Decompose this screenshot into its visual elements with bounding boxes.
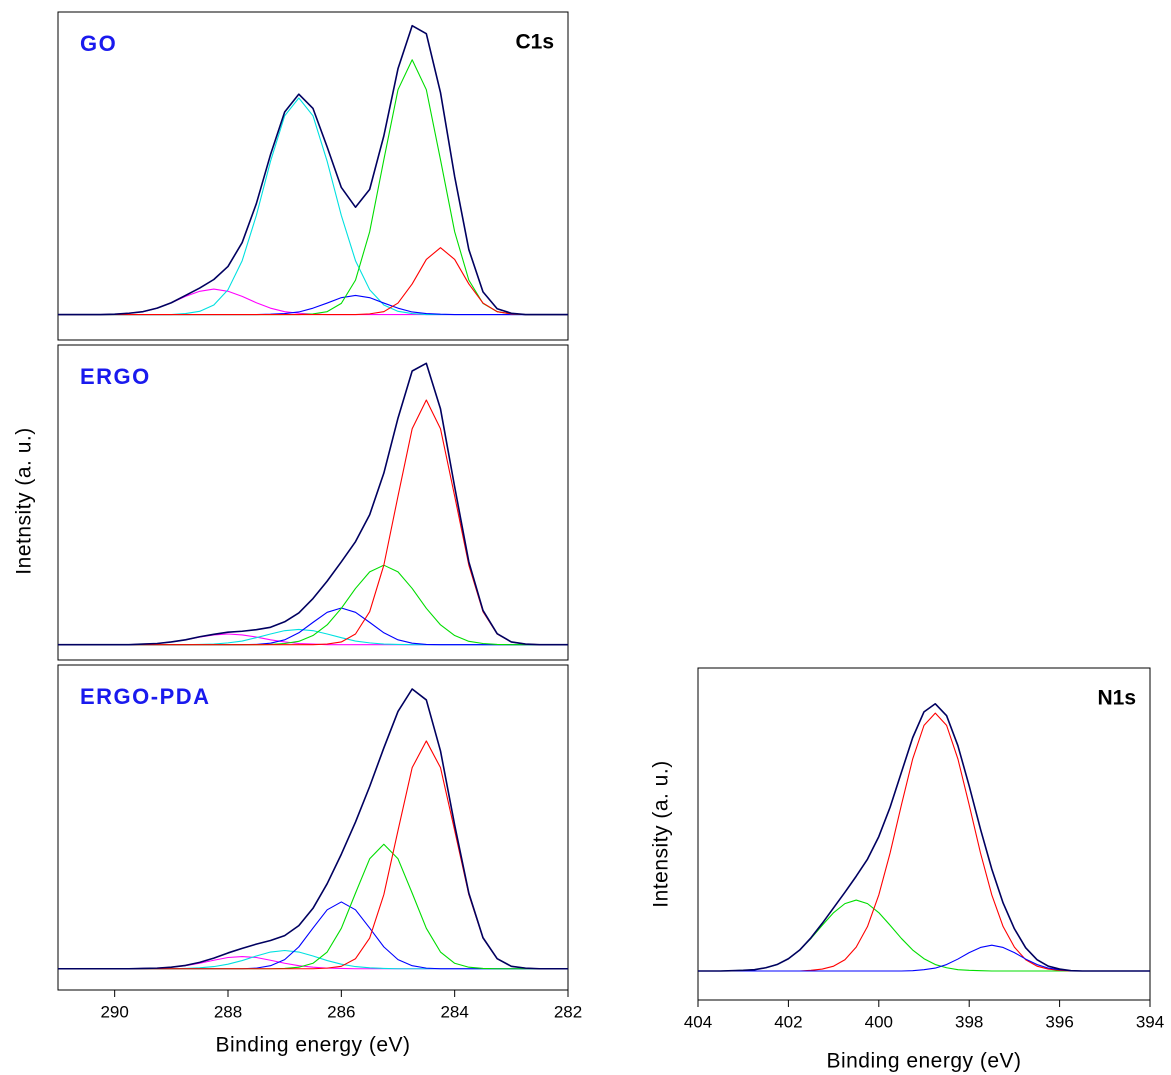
- plot-frame: [697, 667, 1151, 1001]
- spectrum-curve: [58, 97, 568, 316]
- spectrum-curve: [58, 59, 568, 316]
- panel: GO C1s: [57, 11, 569, 341]
- spectrum-curve: [58, 607, 568, 646]
- spectrum-curve: [698, 899, 1150, 972]
- x-axis-label: Binding energy (eV): [215, 1034, 410, 1057]
- plot-frame: [57, 344, 569, 661]
- spectrum-curve: [58, 247, 568, 316]
- plot-frame: [57, 664, 569, 991]
- x-tick-label: 288: [214, 1002, 242, 1021]
- x-tick-label: 290: [100, 1002, 128, 1021]
- x-tick-label: 284: [440, 1002, 468, 1021]
- panel-title: ERGO: [80, 364, 151, 389]
- spectrum-curve: [58, 740, 568, 970]
- panel: 404 402 400 398 396 394 N1s Binding energy (eV)…: [650, 667, 1164, 1073]
- y-axis-label: Inetnsity (a. u.): [13, 427, 36, 574]
- spectrum-curve: [58, 628, 568, 646]
- panel: 290 288 286 284 282 ERGO-PDA Binding energy (e…: [57, 664, 582, 1057]
- annotation: C1s: [515, 31, 554, 54]
- spectrum-curve: [58, 949, 568, 970]
- x-tick-label: 404: [684, 1012, 712, 1031]
- spectrum-curve: [58, 362, 568, 646]
- spectrum-curve: [58, 24, 568, 316]
- spectrum-curve: [58, 688, 568, 970]
- panel: ERGO Inetnsity (a. u.): [13, 344, 569, 661]
- x-tick-label: 282: [554, 1002, 582, 1021]
- y-axis-label: Intensity (a. u.): [650, 760, 673, 907]
- spectrum-curve: [698, 702, 1150, 972]
- x-tick-label: 394: [1136, 1012, 1164, 1031]
- x-axis-label: Binding energy (eV): [826, 1050, 1021, 1073]
- spectrum-curve: [698, 712, 1150, 972]
- panel-title: GO: [80, 31, 117, 56]
- x-tick-label: 396: [1045, 1012, 1073, 1031]
- x-tick-label: 398: [955, 1012, 983, 1031]
- panel-title: ERGO-PDA: [80, 684, 211, 709]
- spectrum-curve: [58, 294, 568, 316]
- x-tick-label: 286: [327, 1002, 355, 1021]
- spectrum-curve: [58, 564, 568, 646]
- annotation: N1s: [1097, 687, 1136, 710]
- spectrum-curve: [58, 399, 568, 646]
- spectrum-curve: [58, 901, 568, 970]
- plot-frame: [57, 11, 569, 341]
- x-tick-label: 402: [774, 1012, 802, 1031]
- x-tick-label: 400: [865, 1012, 893, 1031]
